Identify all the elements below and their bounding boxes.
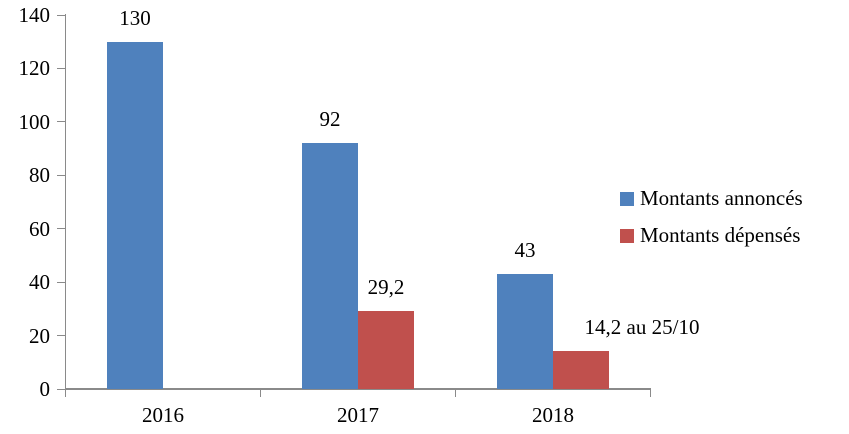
y-axis-tick-label: 140	[18, 3, 51, 27]
y-axis-tick	[57, 335, 65, 337]
bar-value-label: 92	[319, 107, 341, 132]
bar-value-label: 29,2	[367, 274, 405, 299]
legend-item-montants-annonces: Montants annoncés	[620, 188, 803, 209]
y-axis-line	[65, 14, 66, 390]
x-axis-tick	[65, 389, 66, 397]
x-axis-tick	[650, 389, 651, 397]
x-axis-tick	[455, 389, 456, 397]
y-axis-tick-label: 0	[39, 377, 51, 401]
y-axis-tick	[57, 281, 65, 283]
y-axis-tick	[57, 174, 65, 176]
legend-label: Montants annoncés	[640, 186, 803, 210]
y-axis-tick	[57, 14, 65, 16]
y-axis-tick-label: 80	[29, 163, 50, 188]
y-axis-tick	[57, 67, 65, 69]
bar-montants-annonces-2016	[107, 41, 163, 389]
y-axis-tick	[57, 388, 65, 390]
bar-montants-annonces-2018	[497, 274, 553, 389]
legend-item-montants-depenses: Montants dépensés	[620, 225, 803, 246]
x-axis-category-label: 2018	[532, 403, 574, 427]
x-axis-category-label: 2017	[337, 403, 379, 427]
y-axis-tick-label: 40	[29, 270, 50, 295]
bar-value-label: 43	[514, 238, 536, 263]
x-axis-line	[65, 388, 651, 390]
x-axis-category-label: 2016	[142, 403, 184, 427]
y-axis-tick-label: 100	[18, 109, 51, 134]
bar-value-label: 14,2 au 25/10	[584, 315, 700, 340]
legend: Montants annoncés Montants dépensés	[620, 188, 803, 262]
y-axis-tick-label: 120	[18, 56, 51, 81]
legend-swatch-icon	[620, 191, 634, 206]
y-axis-tick	[57, 121, 65, 123]
y-axis-tick	[57, 228, 65, 230]
bar-montants-depenses-2018	[553, 351, 609, 389]
y-axis-tick-label: 20	[29, 323, 50, 348]
bar-montants-annonces-2017	[302, 143, 358, 389]
y-axis-tick-label: 60	[29, 216, 50, 241]
bar-value-label: 130	[119, 5, 151, 30]
bar-montants-depenses-2017	[358, 310, 414, 389]
legend-swatch-icon	[620, 228, 634, 243]
legend-label: Montants dépensés	[640, 223, 801, 247]
x-axis-tick	[260, 389, 261, 397]
